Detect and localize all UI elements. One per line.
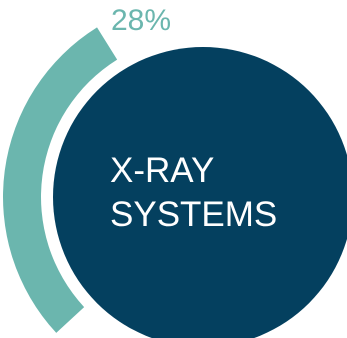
segment-percent-label: 28% [111,4,171,37]
center-disc [53,47,347,338]
segment-arc-28 [2,27,118,333]
center-label-line-1: X-RAY [110,151,214,190]
center-label-line-2: SYSTEMS [110,195,277,234]
